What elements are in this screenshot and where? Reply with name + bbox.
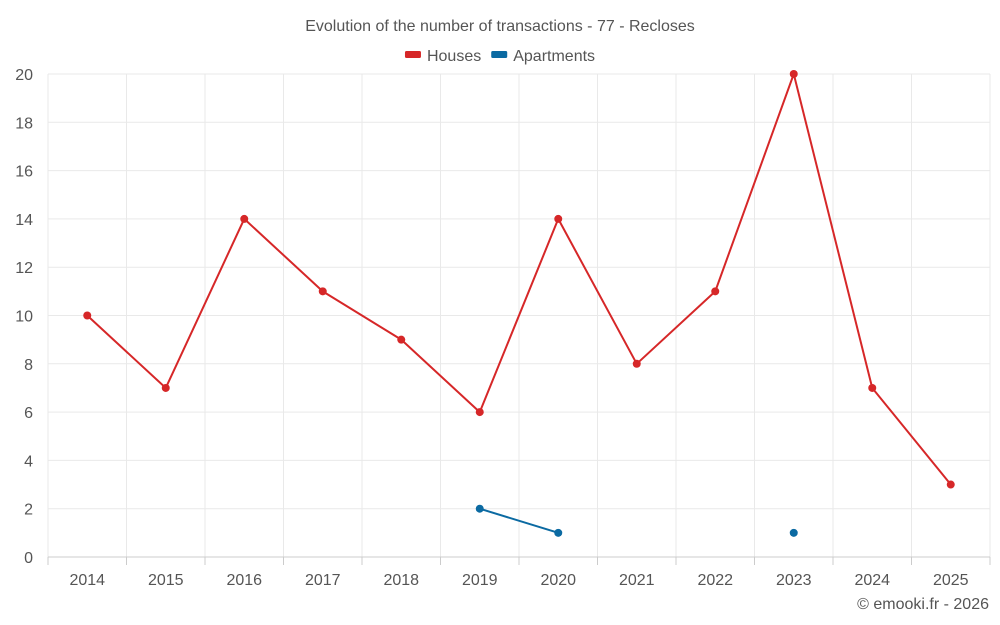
- data-point-houses-2023: [789, 70, 798, 78]
- legend-swatch-apartments: [491, 51, 508, 58]
- x-tick-label: 2017: [305, 572, 341, 589]
- data-point-houses-2018: [397, 335, 406, 344]
- y-tick-label: 16: [15, 164, 33, 181]
- x-tick-label: 2023: [776, 572, 812, 589]
- data-point-houses-2024: [868, 383, 877, 392]
- data-point-apartments-2023: [789, 528, 798, 537]
- series-line-apartments: [479, 507, 559, 534]
- y-tick-label: 12: [15, 260, 33, 277]
- data-point-houses-2025: [946, 480, 955, 489]
- data-point-houses-2015: [161, 383, 170, 392]
- y-tick-label: 20: [15, 67, 33, 84]
- data-point-houses-2019: [475, 408, 484, 417]
- x-tick-label: 2021: [619, 572, 655, 589]
- series-apartments: [475, 504, 798, 537]
- x-tick-label: 2018: [383, 572, 419, 589]
- x-tick-label: 2016: [226, 572, 262, 589]
- y-tick-label: 14: [15, 212, 33, 229]
- y-tick-label: 0: [24, 550, 33, 567]
- credit-text: © emooki.fr - 2026: [857, 596, 989, 613]
- legend: Houses Apartments: [404, 48, 595, 65]
- y-tick-label: 18: [15, 115, 33, 132]
- x-tick-label: 2019: [462, 572, 498, 589]
- chart-title: Evolution of the number of transactions …: [305, 18, 695, 35]
- grid-lines: [47, 73, 991, 557]
- data-point-houses-2017: [318, 287, 327, 296]
- legend-swatch-houses: [404, 51, 421, 58]
- data-point-apartments-2019: [475, 504, 484, 513]
- x-tick-label: 2020: [540, 572, 576, 589]
- data-point-houses-2020: [554, 214, 563, 223]
- y-axis: 0 2 4 6 8 10 12 14 16 18 20: [15, 67, 33, 567]
- x-axis: 2014 2015 2016 2017 2018 2019 2020 2021 2022 2023…: [47, 556, 991, 589]
- y-tick-label: 8: [24, 357, 33, 374]
- x-tick-label: 2025: [933, 572, 969, 589]
- data-point-houses-2021: [632, 359, 641, 368]
- x-tick-label: 2024: [854, 572, 890, 589]
- y-tick-label: 2: [24, 502, 33, 519]
- data-point-houses-2022: [711, 287, 720, 296]
- data-point-houses-2014: [83, 311, 92, 320]
- data-point-apartments-2020: [554, 528, 563, 537]
- y-tick-label: 4: [24, 453, 33, 470]
- series-group: [83, 70, 955, 537]
- legend-label-houses: Houses: [427, 48, 481, 65]
- series-line-houses: [86, 73, 952, 486]
- x-tick-label: 2014: [69, 572, 105, 589]
- x-tick-label: 2015: [148, 572, 184, 589]
- data-point-houses-2016: [240, 214, 249, 223]
- series-houses: [83, 70, 955, 489]
- y-tick-label: 6: [24, 405, 33, 422]
- x-tick-label: 2022: [697, 572, 733, 589]
- y-tick-label: 10: [15, 309, 33, 326]
- legend-label-apartments: Apartments: [513, 48, 595, 65]
